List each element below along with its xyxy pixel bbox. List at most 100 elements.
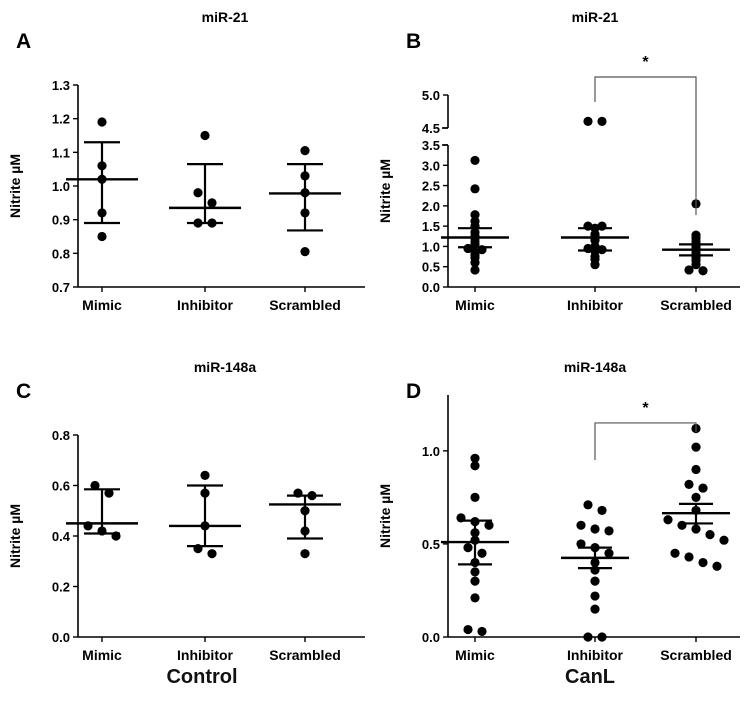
data-point — [684, 552, 694, 562]
data-point — [597, 632, 607, 642]
y-tick-label: 5.0 — [422, 88, 440, 103]
data-point — [590, 524, 600, 534]
data-point — [470, 265, 480, 275]
significance-bracket — [594, 76, 697, 215]
panel-label: C — [16, 380, 31, 403]
data-point — [691, 464, 701, 475]
panel-title: miR-21 — [572, 9, 619, 25]
data-point — [90, 480, 100, 491]
data-point — [590, 260, 600, 270]
data-point — [590, 591, 600, 601]
data-point — [470, 210, 480, 220]
data-point — [691, 442, 701, 452]
y-tick-label: 1.0 — [52, 179, 70, 194]
data-point — [207, 549, 217, 559]
data-group-mimic — [66, 117, 138, 242]
data-group-scrambled — [269, 488, 341, 559]
data-point — [583, 632, 593, 642]
control-group-label: Control — [166, 666, 238, 688]
y-tick-label: 0.5 — [422, 537, 440, 552]
y-tick-label: 0.4 — [52, 529, 71, 544]
data-point — [576, 520, 586, 530]
data-point — [677, 520, 687, 530]
y-axis-label: Nitrite µM — [7, 504, 23, 568]
data-point — [463, 624, 473, 635]
data-group-scrambled — [662, 423, 730, 571]
y-tick-label: 0.2 — [52, 580, 70, 595]
x-tick-label: Scrambled — [269, 297, 341, 313]
data-point — [719, 535, 729, 545]
y-tick-label: 1.1 — [52, 145, 70, 160]
data-point — [698, 483, 708, 493]
data-point — [200, 130, 210, 141]
data-point — [97, 117, 107, 127]
data-point — [200, 470, 210, 480]
data-point — [207, 198, 217, 208]
x-tick-label: Mimic — [82, 647, 122, 663]
significance-bracket — [594, 422, 697, 461]
significance-star: * — [642, 54, 649, 71]
data-group-inhibitor — [561, 116, 629, 270]
data-point — [463, 543, 473, 553]
y-axis-label: Nitrite µM — [377, 484, 393, 548]
data-group-scrambled — [269, 146, 341, 257]
data-point — [477, 626, 487, 637]
data-group-scrambled — [662, 199, 730, 276]
y-tick-label: 0.0 — [52, 630, 70, 645]
data-point — [604, 526, 614, 536]
data-point — [470, 593, 480, 603]
x-tick-label: Scrambled — [660, 297, 732, 313]
data-point — [597, 505, 607, 516]
y-tick-label: 1.5 — [422, 219, 440, 234]
data-point — [663, 515, 673, 525]
data-point — [691, 492, 701, 502]
data-point — [300, 247, 310, 257]
y-tick-label: 0.7 — [52, 280, 70, 295]
x-tick-label: Mimic — [455, 647, 495, 663]
y-tick-label: 0.0 — [422, 280, 440, 295]
x-tick-label: Inhibitor — [567, 297, 624, 313]
y-tick-label: 0.5 — [422, 260, 440, 275]
x-tick-label: Scrambled — [660, 647, 732, 663]
data-point — [698, 557, 708, 568]
y-tick-label: 0.8 — [52, 428, 70, 443]
x-tick-label: Inhibitor — [177, 297, 234, 313]
data-point — [470, 258, 480, 268]
y-tick-label: 1.0 — [422, 444, 440, 459]
data-point — [684, 265, 694, 275]
significance-star: * — [642, 400, 649, 417]
y-tick-label: 2.0 — [422, 199, 440, 214]
x-tick-label: Mimic — [82, 297, 122, 313]
data-group-mimic — [441, 155, 509, 275]
data-group-inhibitor — [169, 130, 241, 228]
x-tick-label: Mimic — [455, 297, 495, 313]
data-point — [698, 266, 708, 276]
data-point — [583, 116, 593, 126]
canl-group-label: CanL — [565, 666, 615, 688]
y-tick-label: 3.5 — [422, 138, 440, 153]
panel-title: miR-148a — [194, 359, 256, 375]
data-group-mimic — [441, 453, 509, 637]
data-group-mimic — [66, 480, 138, 541]
data-point — [104, 488, 114, 498]
data-point — [576, 539, 586, 549]
y-tick-label: 0.0 — [422, 630, 440, 645]
data-point — [470, 567, 480, 577]
panel-label: B — [406, 30, 421, 53]
y-tick-label: 3.0 — [422, 158, 440, 173]
data-point — [300, 549, 310, 559]
data-point — [684, 479, 694, 489]
data-point — [470, 453, 480, 463]
data-point — [712, 561, 722, 571]
panel-label: A — [16, 30, 31, 53]
data-point — [477, 548, 487, 558]
y-axis-label: Nitrite µM — [7, 154, 23, 218]
y-tick-label: 4.5 — [422, 121, 440, 136]
data-point — [583, 500, 593, 510]
panel-label: D — [406, 380, 421, 403]
y-tick-label: 1.3 — [52, 78, 70, 93]
